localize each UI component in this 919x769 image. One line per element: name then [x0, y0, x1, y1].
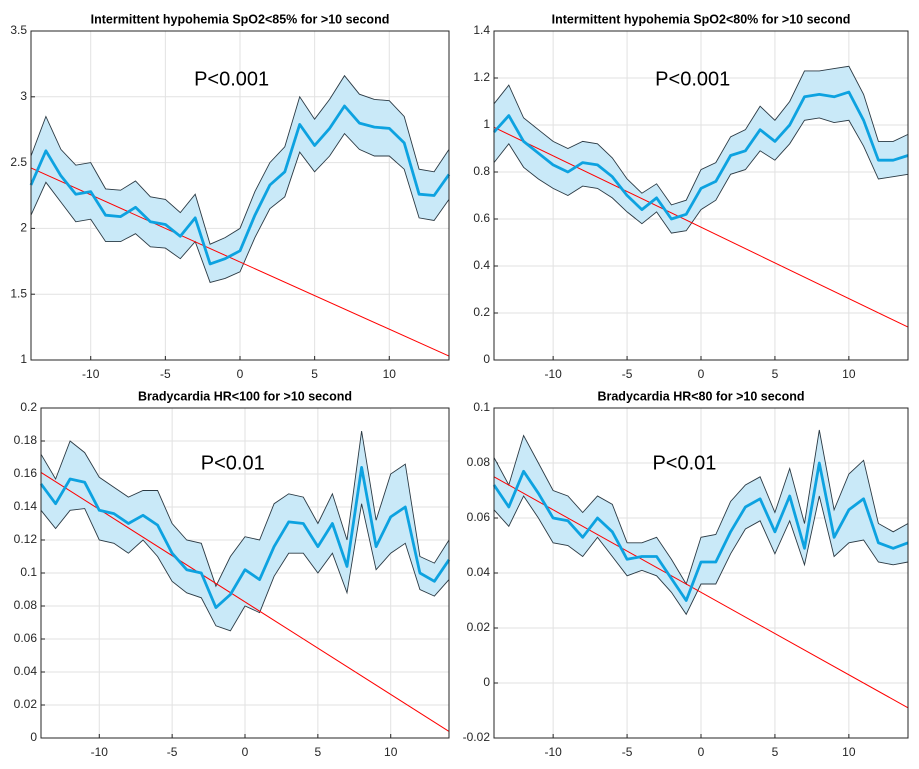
mean-line [492, 461, 909, 602]
y-tick-label: 0.16 [14, 466, 38, 480]
chart-title: Bradycardia HR<100 for >10 second [138, 389, 352, 403]
band-lower [493, 495, 909, 616]
trend-line [493, 126, 909, 328]
axes-frame [493, 407, 909, 739]
x-tick-label: -5 [167, 745, 178, 759]
x-tick-label: 0 [237, 367, 244, 381]
trend-line [493, 476, 909, 709]
band-upper [30, 74, 450, 245]
confidence-band [494, 66, 908, 234]
y-tick-label: 0.04 [14, 664, 38, 678]
x-tick-label: -5 [622, 745, 633, 759]
x-tick-label: -10 [91, 745, 109, 759]
y-tick-label: 0.08 [14, 598, 38, 612]
confidence-band [494, 430, 908, 615]
y-tick-label: 0.18 [14, 433, 38, 447]
chart-title: Bradycardia HR<80 for >10 second [597, 389, 804, 403]
y-tick-label: 0.6 [473, 211, 490, 225]
mean-line [492, 90, 909, 221]
x-tick-label: 5 [315, 745, 322, 759]
y-tick-label: 1 [20, 352, 27, 366]
x-tick-label: -10 [544, 367, 562, 381]
band-lower [40, 503, 450, 632]
confidence-band [31, 75, 449, 283]
y-tick-label: 0.06 [14, 631, 38, 645]
y-tick-label: 3.5 [10, 23, 27, 37]
y-tick-label: 1.2 [473, 70, 490, 84]
band-lower [493, 117, 909, 234]
x-tick-label: 10 [383, 367, 397, 381]
x-tick-label: 5 [311, 367, 318, 381]
y-tick-label: 0.4 [473, 258, 490, 272]
x-tick-label: 0 [698, 745, 705, 759]
x-tick-label: 0 [242, 745, 249, 759]
y-tick-label: 1.5 [10, 286, 27, 300]
y-tick-label: 0.1 [20, 565, 37, 579]
y-tick-label: 0 [30, 730, 37, 744]
y-tick-label: 0 [483, 352, 490, 366]
confidence-band [41, 431, 449, 631]
trend-line [40, 471, 450, 732]
band-upper [493, 65, 909, 206]
band-upper [40, 431, 450, 588]
y-tick-label: 2.5 [10, 155, 27, 169]
x-tick-label: 10 [384, 745, 398, 759]
y-tick-label: 0.8 [473, 164, 490, 178]
axes-frame [40, 407, 450, 739]
y-tick-label: 0.06 [467, 510, 491, 524]
trend-line [30, 167, 450, 357]
band-lower [30, 132, 450, 283]
y-tick-label: 0.12 [14, 532, 38, 546]
x-tick-label: 5 [772, 367, 779, 381]
axes-frame [30, 30, 450, 361]
y-tick-label: -0.02 [463, 730, 491, 744]
y-tick-label: 1 [483, 117, 490, 131]
x-tick-label: -5 [622, 367, 633, 381]
x-tick-label: -10 [82, 367, 100, 381]
y-tick-label: 0 [483, 675, 490, 689]
chart-title: Intermittent hypohemia SpO2<85% for >10 … [91, 12, 390, 26]
band-upper [493, 429, 909, 586]
x-tick-label: -10 [544, 745, 562, 759]
axes-frame [493, 30, 909, 361]
y-tick-label: 0.1 [473, 400, 490, 414]
annotation: P<0.001 [655, 69, 730, 91]
y-tick-label: 0.08 [467, 455, 491, 469]
y-tick-label: 0.02 [14, 697, 38, 711]
x-tick-label: 10 [842, 367, 856, 381]
annotation: P<0.01 [201, 452, 265, 474]
x-tick-label: -5 [160, 367, 171, 381]
x-tick-label: 0 [698, 367, 705, 381]
y-tick-label: 0.2 [20, 400, 37, 414]
y-tick-label: 3 [20, 89, 27, 103]
y-tick-label: 0.04 [467, 565, 491, 579]
y-tick-label: 2 [20, 221, 27, 235]
x-tick-label: 5 [772, 745, 779, 759]
y-tick-label: 0.2 [473, 305, 490, 319]
x-tick-label: 10 [842, 745, 856, 759]
y-tick-label: 1.4 [473, 23, 490, 37]
chart-title: Intermittent hypohemia SpO2<80% for >10 … [552, 12, 851, 26]
annotation: P<0.001 [194, 69, 269, 91]
y-tick-label: 0.14 [14, 499, 38, 513]
mean-line [39, 465, 451, 609]
y-tick-label: 0.02 [467, 620, 491, 634]
mean-line [29, 104, 451, 266]
annotation: P<0.01 [652, 452, 716, 474]
